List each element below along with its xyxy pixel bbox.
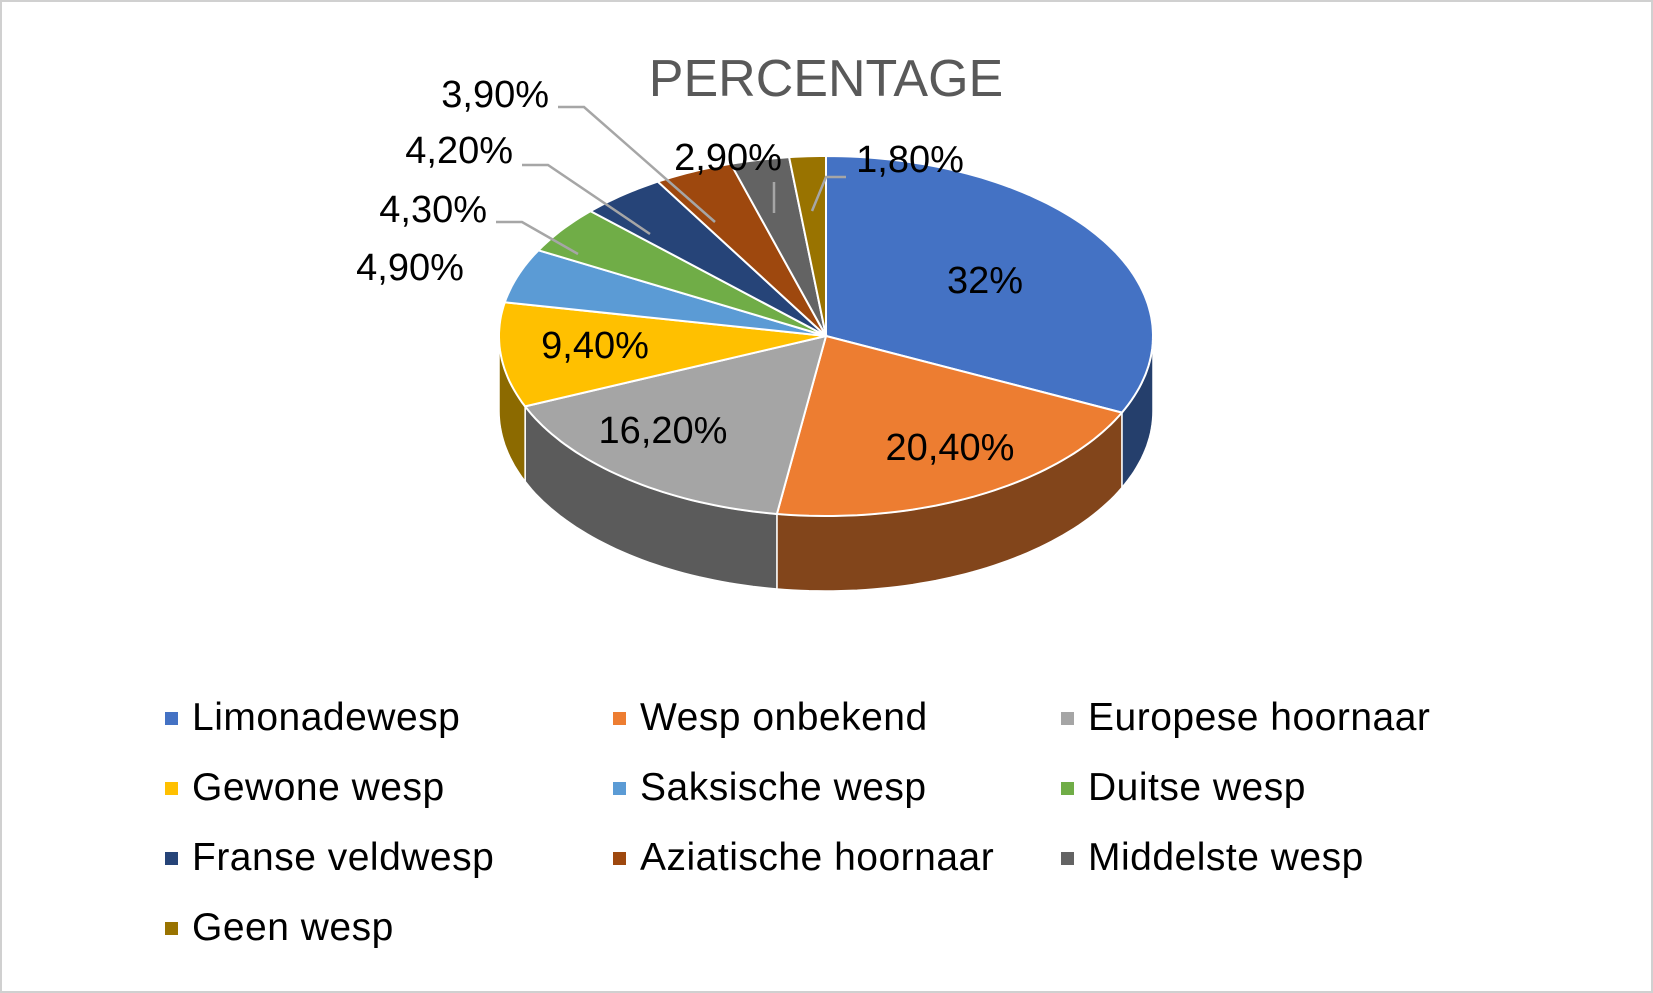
legend-swatch [1061,851,1074,865]
legend-item: Middelste wesp [1061,830,1509,886]
leader-line-franse-veldwesp [522,163,651,236]
data-label-wesp-onbekend: 20,40% [886,427,1015,469]
legend-item: Aziatische hoornaar [613,830,1061,886]
data-label-gewone-wesp: 9,40% [541,325,649,367]
legend-swatch [613,711,626,725]
legend-label: Gewone wesp [192,766,445,809]
legend-label: Geen wesp [192,906,394,949]
legend-label: Wesp onbekend [640,696,928,739]
data-label-franse-veldwesp: 4,20% [405,130,513,172]
data-label-middelste-wesp: 2,90% [674,137,782,179]
legend-item: Duitse wesp [1061,760,1509,816]
leader-line-aziatische-hoornaar [558,105,716,223]
chart-legend: Limonadewesp Wesp onbekend Europese hoorna… [165,690,1545,956]
legend-swatch [165,851,178,865]
legend-item: Geen wesp [165,900,613,956]
data-label-saksische-wesp: 4,90% [356,247,464,289]
legend-label: Middelste wesp [1088,836,1364,879]
pie-slice-wesp-onbekend [775,334,1124,517]
chart-title: PERCENTAGE [649,50,1003,108]
legend-label: Aziatische hoornaar [640,836,995,879]
legend-item: Limonadewesp [165,690,613,746]
legend-label: Saksische wesp [640,766,927,809]
legend-label: Limonadewesp [192,696,461,739]
legend-label: Duitse wesp [1088,766,1306,809]
leader-line-duitse-wesp [496,220,579,256]
legend-swatch [165,921,178,935]
legend-swatch [1061,781,1074,795]
legend-item: Europese hoornaar [1061,690,1509,746]
legend-swatch [613,851,626,865]
legend-swatch [165,781,178,795]
pie-tops [498,154,1155,517]
legend-item: Gewone wesp [165,760,613,816]
data-label-aziatische-hoornaar: 3,90% [441,74,549,116]
data-label-geen-wesp: 1,80% [856,139,964,181]
leader-lines [496,105,846,256]
legend-label: Europese hoornaar [1088,696,1431,739]
legend-swatch [165,711,178,725]
leader-line-geen-wesp [810,175,846,212]
data-label-europese-hoornaar: 16,20% [599,410,728,452]
legend-label: Franse veldwesp [192,836,495,879]
data-label-duitse-wesp: 4,30% [379,189,487,231]
data-labels: 32% 20,40% 16,20% 9,40% 4,90% 4,30% 4,20% 3,90%… [356,74,1023,469]
legend-item: Franse veldwesp [165,830,613,886]
data-label-limonadewesp: 32% [947,260,1023,302]
pie-slice-duitse-wesp [536,209,827,337]
pie-slice-middelste-wesp [729,156,827,337]
legend-swatch [613,781,626,795]
pie-slice-franse-veldwesp [588,180,827,337]
pie-slice-europese-hoornaar [523,334,828,516]
legend-swatch [1061,711,1074,725]
legend-item: Wesp onbekend [613,690,1061,746]
pie-slice-limonadewesp [825,154,1155,414]
pie-slice-saksische-wesp [503,249,827,337]
legend-item: Saksische wesp [613,760,1061,816]
